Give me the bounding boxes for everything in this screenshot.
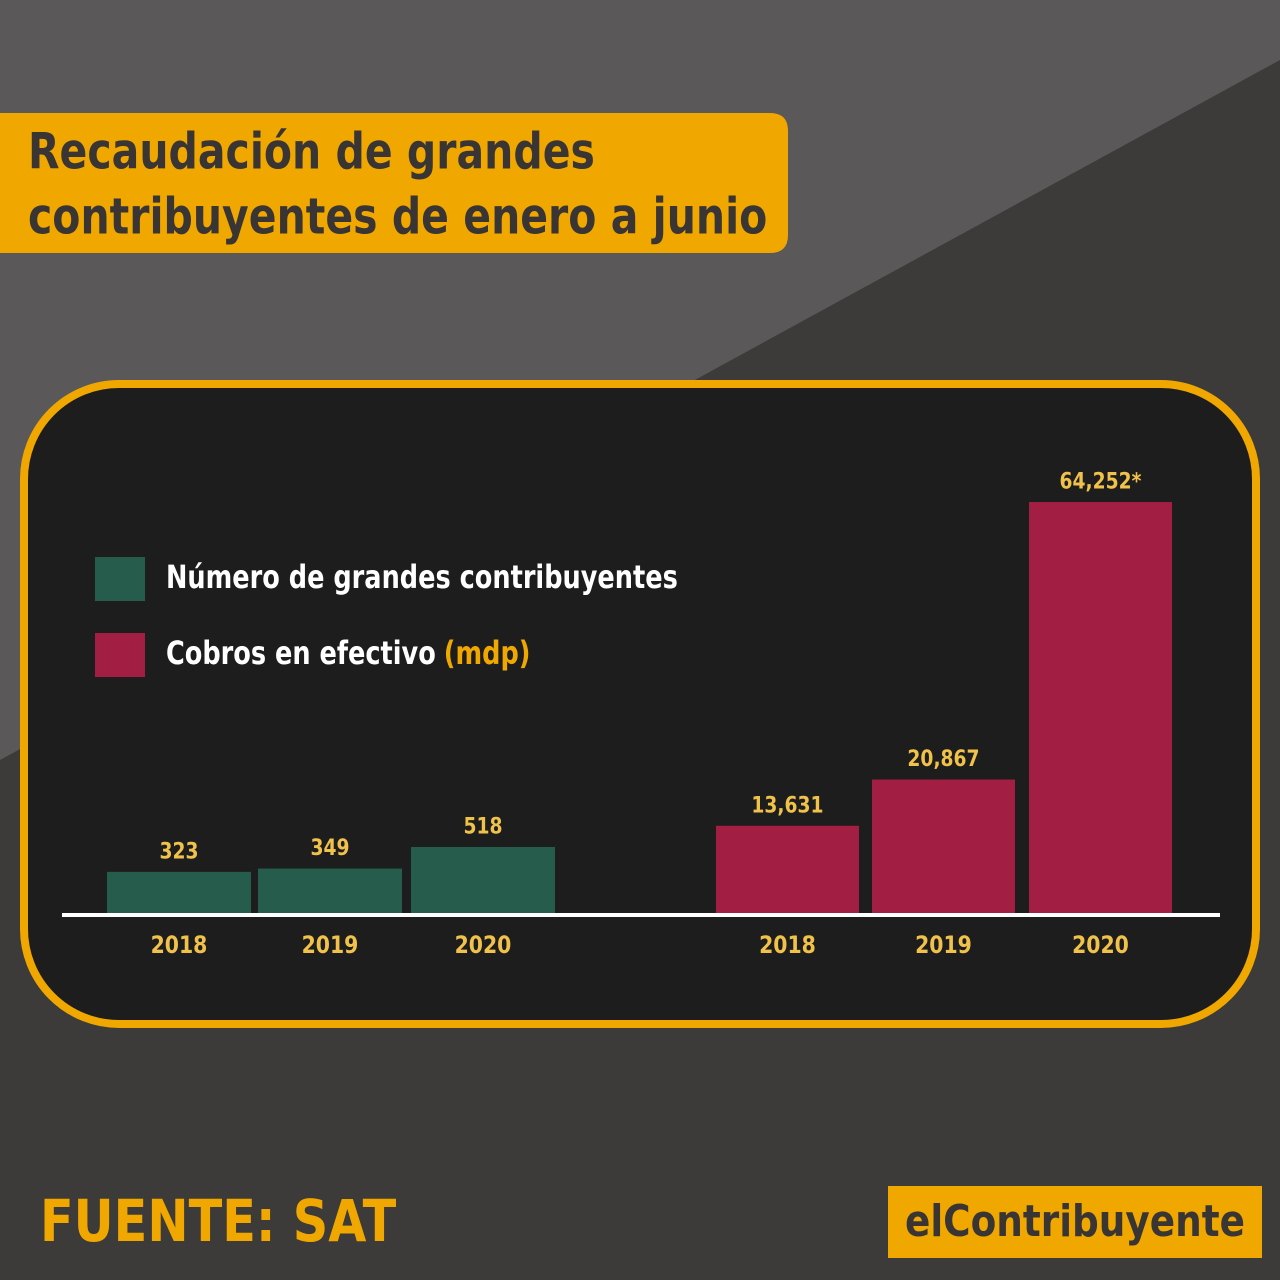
legend-swatch <box>95 557 145 601</box>
legend-unit: (mdp) <box>444 634 531 672</box>
value-label: 13,631 <box>751 792 823 818</box>
source: FUENTE: SAT <box>40 1187 396 1255</box>
x-tick-label: 2020 <box>1072 931 1129 959</box>
legend-name: Cobros en efectivo <box>166 634 436 672</box>
legend-label: Cobros en efectivo (mdp) <box>166 634 531 672</box>
bar <box>872 779 1015 913</box>
legend-label: Número de grandes contribuyentes <box>166 558 678 596</box>
chart-title: contribuyentes de enero a junio <box>28 188 767 246</box>
value-label: 20,867 <box>907 746 979 772</box>
bar <box>411 847 555 913</box>
value-label: 349 <box>310 835 349 861</box>
legend-name: Número de grandes contribuyentes <box>166 558 678 596</box>
bar <box>258 868 402 913</box>
x-tick-label: 2019 <box>915 931 972 959</box>
value-label: 64,252* <box>1060 468 1142 494</box>
legend-swatch <box>95 633 145 677</box>
x-tick-label: 2018 <box>759 931 816 959</box>
x-tick-label: 2018 <box>151 931 208 959</box>
title-box <box>0 113 788 253</box>
brand: elContribuyente <box>905 1195 1245 1247</box>
bar <box>107 871 251 913</box>
bar <box>1029 502 1172 913</box>
x-tick-label: 2020 <box>455 931 512 959</box>
value-label: 323 <box>159 838 198 864</box>
chart-title: Recaudación de grandes <box>28 123 595 181</box>
legend: Número de grandes contribuyentes Cobros e… <box>95 557 678 677</box>
x-tick-label: 2019 <box>302 931 359 959</box>
brand-box <box>888 1186 1262 1258</box>
bar <box>716 825 859 913</box>
value-label: 518 <box>463 813 502 839</box>
